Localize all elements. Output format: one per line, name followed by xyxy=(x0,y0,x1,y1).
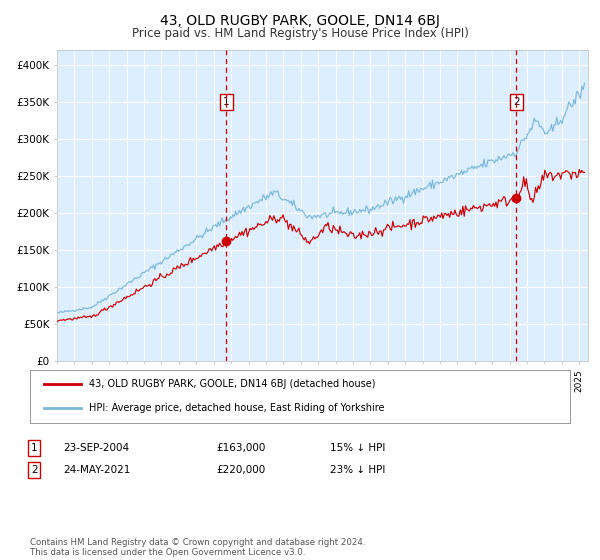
Text: 2: 2 xyxy=(513,97,520,107)
Text: 43, OLD RUGBY PARK, GOOLE, DN14 6BJ: 43, OLD RUGBY PARK, GOOLE, DN14 6BJ xyxy=(160,14,440,28)
Text: £220,000: £220,000 xyxy=(216,465,265,475)
Text: 15% ↓ HPI: 15% ↓ HPI xyxy=(330,443,385,453)
Text: £163,000: £163,000 xyxy=(216,443,265,453)
Text: 23-SEP-2004: 23-SEP-2004 xyxy=(63,443,129,453)
Text: 23% ↓ HPI: 23% ↓ HPI xyxy=(330,465,385,475)
Text: 1: 1 xyxy=(223,97,230,107)
Text: 43, OLD RUGBY PARK, GOOLE, DN14 6BJ (detached house): 43, OLD RUGBY PARK, GOOLE, DN14 6BJ (det… xyxy=(89,379,376,389)
Text: Contains HM Land Registry data © Crown copyright and database right 2024.
This d: Contains HM Land Registry data © Crown c… xyxy=(30,538,365,557)
Text: 2: 2 xyxy=(31,465,38,475)
Text: 1: 1 xyxy=(31,443,38,453)
Text: Price paid vs. HM Land Registry's House Price Index (HPI): Price paid vs. HM Land Registry's House … xyxy=(131,27,469,40)
Text: HPI: Average price, detached house, East Riding of Yorkshire: HPI: Average price, detached house, East… xyxy=(89,403,385,413)
Text: 24-MAY-2021: 24-MAY-2021 xyxy=(63,465,130,475)
